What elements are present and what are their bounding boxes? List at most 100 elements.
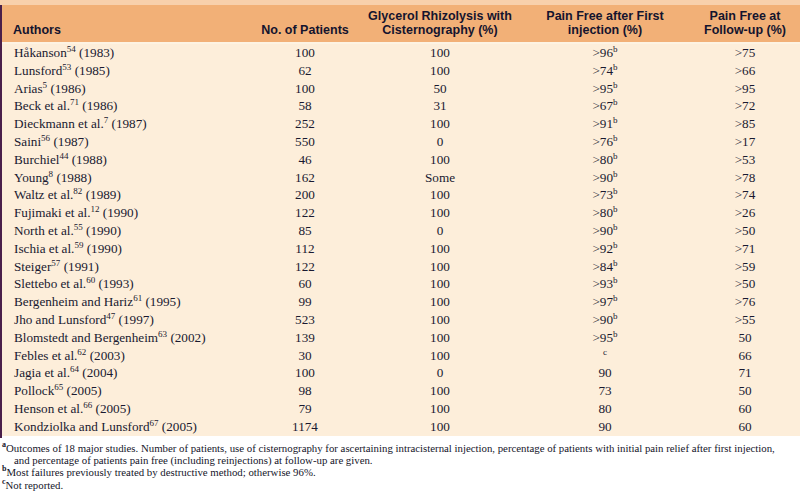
cell-patients: 100 <box>250 364 360 382</box>
cell-patients: 46 <box>250 151 360 169</box>
cell-cisternography: 100 <box>360 43 520 62</box>
footnote-superscript: b <box>613 239 618 249</box>
cell-patients: 252 <box>250 115 360 133</box>
footnote-superscript: b <box>613 257 618 267</box>
cell-author: Beck et al.71 (1986) <box>0 97 250 115</box>
cell-cisternography: 100 <box>360 400 520 418</box>
reference-superscript: 65 <box>54 382 63 392</box>
cell-pain-free-first: 73 <box>520 382 690 400</box>
table-row: Febles et al.62 (2003)30100c66 <box>0 347 800 365</box>
cell-pain-free-followup: >72 <box>690 97 800 115</box>
table-row: Saini56 (1987)5500>76b>17 <box>0 133 800 151</box>
cell-pain-free-first: >74b <box>520 62 690 80</box>
cell-pain-free-first: >93b <box>520 275 690 293</box>
cell-patients: 62 <box>250 62 360 80</box>
cell-pain-free-first: >96b <box>520 43 690 62</box>
table-row: Waltz et al.82 (1989)200100>73b>74 <box>0 186 800 204</box>
cell-patients: 58 <box>250 97 360 115</box>
reference-superscript: 47 <box>106 311 115 321</box>
cell-patients: 60 <box>250 275 360 293</box>
footnote-superscript: b <box>613 44 618 54</box>
cell-patients: 112 <box>250 240 360 258</box>
footnote-superscript: b <box>613 275 618 285</box>
cell-pain-free-followup: >66 <box>690 62 800 80</box>
cell-cisternography: 100 <box>360 329 520 347</box>
cell-cisternography: 100 <box>360 311 520 329</box>
reference-superscript: 62 <box>77 346 86 356</box>
table-row: Lunsford53 (1985)62100>74b>66 <box>0 62 800 80</box>
cell-patients: 99 <box>250 293 360 311</box>
reference-superscript: 60 <box>86 275 95 285</box>
cell-pain-free-first: >90b <box>520 311 690 329</box>
cell-cisternography: Some <box>360 169 520 187</box>
table-row: Fujimaki et al.12 (1990)122100>80b>26 <box>0 204 800 222</box>
cell-pain-free-followup: >53 <box>690 151 800 169</box>
cell-pain-free-first: >76b <box>520 133 690 151</box>
cell-author: Håkanson54 (1983) <box>0 43 250 62</box>
cell-author: Arias5 (1986) <box>0 80 250 98</box>
cell-author: Burchiel44 (1988) <box>0 151 250 169</box>
table-row: Dieckmann et al.7 (1987)252100>91b>85 <box>0 115 800 133</box>
footnote: cNot reported. <box>14 479 792 491</box>
cell-author: Young8 (1988) <box>0 169 250 187</box>
cell-author: Lunsford53 (1985) <box>0 62 250 80</box>
table-row: Beck et al.71 (1986)5831>67b>72 <box>0 97 800 115</box>
table-row: Jho and Lunsford47 (1997)523100>90b>55 <box>0 311 800 329</box>
cell-patients: 523 <box>250 311 360 329</box>
cell-pain-free-followup: >50 <box>690 275 800 293</box>
table-row: Håkanson54 (1983)100100>96b>75 <box>0 43 800 62</box>
table-row: Jagia et al.64 (2004)10009071 <box>0 364 800 382</box>
table-body: Håkanson54 (1983)100100>96b>75Lunsford53… <box>0 43 800 436</box>
cell-cisternography: 31 <box>360 97 520 115</box>
cell-author: Jho and Lunsford47 (1997) <box>0 311 250 329</box>
footnote-marker: c <box>2 477 6 486</box>
cell-patients: 122 <box>250 258 360 276</box>
table-row: Blomstedt and Bergenheim63 (2002)139100>… <box>0 329 800 347</box>
table-row: Ischia et al.59 (1990)112100>92b>71 <box>0 240 800 258</box>
cell-pain-free-followup: >85 <box>690 115 800 133</box>
footnote-superscript: b <box>613 293 618 303</box>
cell-pain-free-followup: 60 <box>690 400 800 418</box>
cell-patients: 85 <box>250 222 360 240</box>
reference-superscript: 67 <box>150 417 159 427</box>
cell-pain-free-first: 90 <box>520 364 690 382</box>
cell-cisternography: 100 <box>360 204 520 222</box>
reference-superscript: 66 <box>83 400 92 410</box>
cell-author: Steiger57 (1991) <box>0 258 250 276</box>
cell-author: Henson et al.66 (2005) <box>0 400 250 418</box>
table-row: North et al.55 (1990)850>90b>50 <box>0 222 800 240</box>
cell-cisternography: 0 <box>360 133 520 151</box>
reference-superscript: 64 <box>70 364 79 374</box>
footnote-superscript: b <box>613 186 618 196</box>
table-row: Arias5 (1986)10050>95b>95 <box>0 80 800 98</box>
cell-cisternography: 100 <box>360 418 520 436</box>
cell-pain-free-followup: >78 <box>690 169 800 187</box>
col-header-authors: Authors <box>0 5 250 43</box>
cell-pain-free-followup: >17 <box>690 133 800 151</box>
cell-pain-free-followup: >26 <box>690 204 800 222</box>
table-row: Burchiel44 (1988)46100>80b>53 <box>0 151 800 169</box>
cell-cisternography: 100 <box>360 186 520 204</box>
cell-pain-free-followup: >55 <box>690 311 800 329</box>
cell-author: Febles et al.62 (2003) <box>0 347 250 365</box>
cell-pain-free-followup: >95 <box>690 80 800 98</box>
table-row: Henson et al.66 (2005)791008060 <box>0 400 800 418</box>
cell-cisternography: 0 <box>360 222 520 240</box>
reference-superscript: 63 <box>158 328 167 338</box>
cell-cisternography: 100 <box>360 115 520 133</box>
cell-author: Fujimaki et al.12 (1990) <box>0 204 250 222</box>
cell-pain-free-followup: >75 <box>690 43 800 62</box>
header-row: Authors No. of Patients Glycerol Rhizoly… <box>0 5 800 43</box>
cell-cisternography: 100 <box>360 151 520 169</box>
reference-superscript: 12 <box>91 204 100 214</box>
cell-author: Dieckmann et al.7 (1987) <box>0 115 250 133</box>
reference-superscript: 61 <box>133 293 142 303</box>
page: Authors No. of Patients Glycerol Rhizoly… <box>0 0 800 494</box>
left-accent-bar <box>0 5 2 438</box>
cell-patients: 162 <box>250 169 360 187</box>
footnotes: aOutcomes of 18 major studies. Number of… <box>0 436 800 492</box>
cell-pain-free-followup: >59 <box>690 258 800 276</box>
cell-patients: 100 <box>250 43 360 62</box>
cell-author: Slettebo et al.60 (1993) <box>0 275 250 293</box>
cell-pain-free-first: >95b <box>520 329 690 347</box>
